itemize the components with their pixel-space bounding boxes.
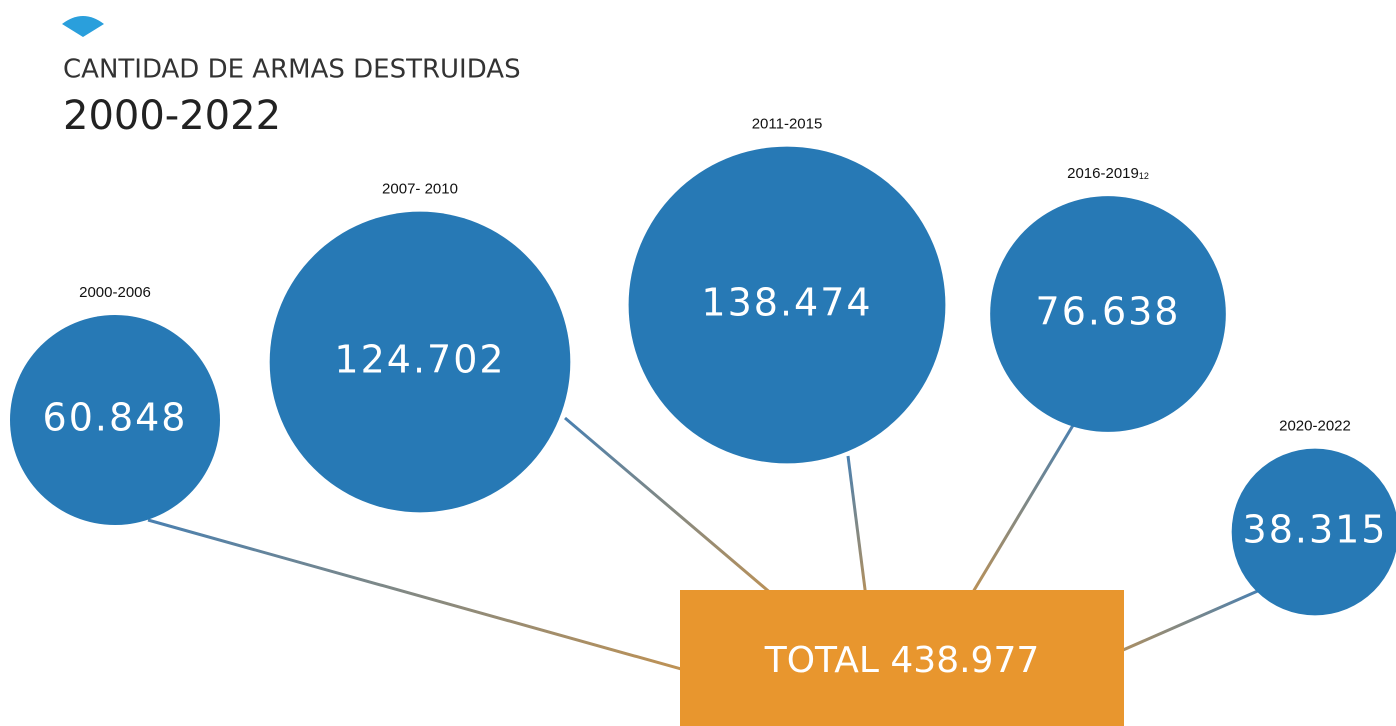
total-box [680, 590, 1124, 726]
total-value: 438.977 [890, 640, 1039, 681]
value-label: 138.474 [701, 281, 872, 325]
total-label: TOTAL 438.977 [764, 640, 1040, 681]
value-label: 38.315 [1243, 508, 1388, 552]
bubble [628, 146, 946, 464]
category-name: 2011-2015 [752, 116, 823, 133]
category-name: 2020-2022 [1279, 418, 1351, 435]
bubble [1231, 448, 1396, 616]
value-label: 76.638 [1036, 290, 1181, 334]
bubble [990, 196, 1226, 432]
bubble [10, 315, 220, 525]
bubble [269, 211, 571, 513]
category-label: 2007- 2010 [382, 181, 458, 198]
category-name: 2007- 2010 [382, 181, 458, 198]
category-label: 2000-2006 [79, 284, 151, 301]
logo-icon [62, 16, 104, 37]
footnote-mark: 12 [1139, 172, 1149, 182]
category-name: 2000-2006 [79, 284, 151, 301]
category-label: 2020-2022 [1279, 418, 1351, 435]
value-label: 124.702 [334, 338, 505, 382]
chart-subtitle: 2000-2022 [63, 93, 281, 139]
total-prefix: TOTAL [764, 640, 879, 681]
category-name: 2016-2019 [1067, 165, 1139, 182]
category-label: 2016-201912 [1067, 165, 1149, 182]
category-label: 2011-2015 [752, 116, 823, 133]
value-label: 60.848 [43, 396, 188, 440]
chart-title: CANTIDAD DE ARMAS DESTRUIDAS [63, 55, 521, 85]
